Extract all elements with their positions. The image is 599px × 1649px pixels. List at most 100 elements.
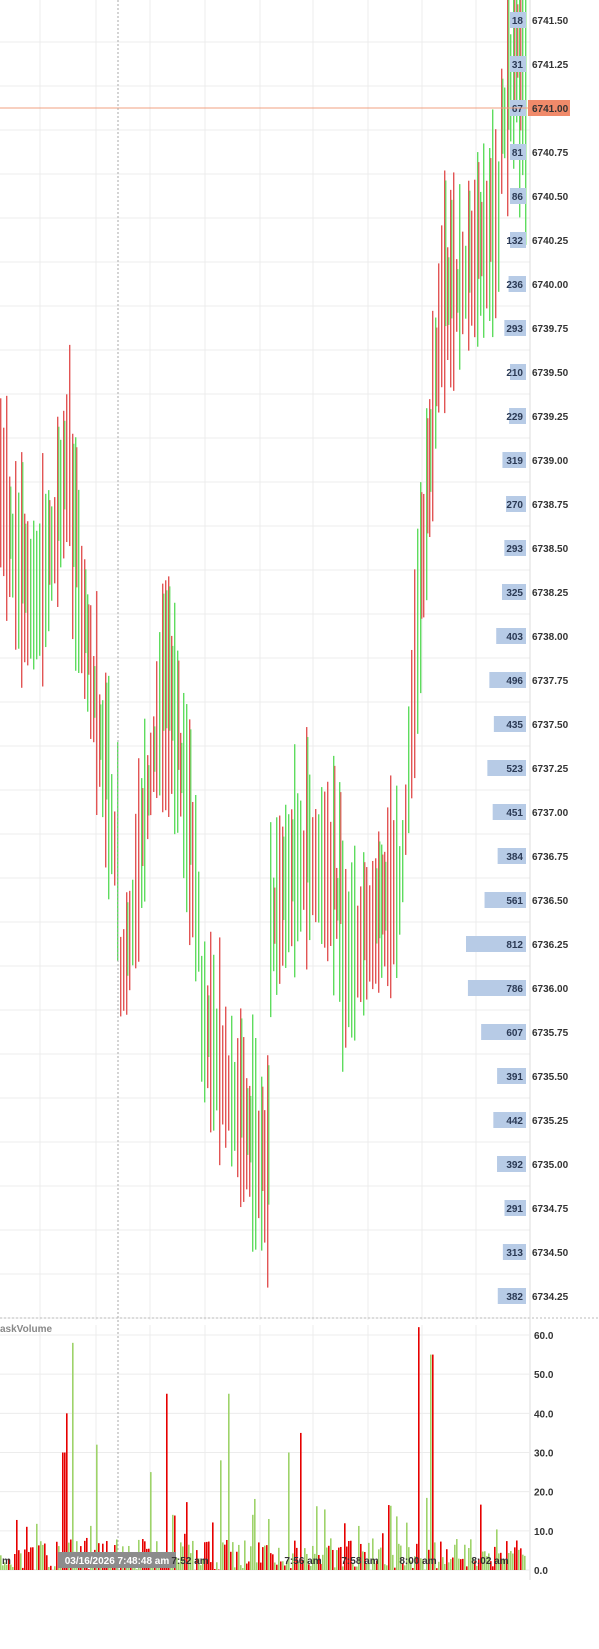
price-tick-label: 6739.50 bbox=[532, 368, 569, 379]
price-bar bbox=[9, 477, 10, 597]
volume-bar bbox=[226, 1540, 228, 1570]
price-bar bbox=[54, 497, 55, 583]
price-bar bbox=[228, 1055, 229, 1130]
volume-bar bbox=[22, 1568, 24, 1570]
price-bar bbox=[393, 820, 394, 964]
price-bar bbox=[376, 868, 377, 943]
volume-bar bbox=[272, 1554, 274, 1570]
price-bar bbox=[75, 437, 76, 671]
price-bar bbox=[36, 531, 37, 660]
price-axis: 6741.506741.256741.006740.756740.506740.… bbox=[0, 16, 570, 1303]
volume-bar bbox=[280, 1561, 282, 1570]
volume-bar bbox=[44, 1544, 46, 1570]
price-bar bbox=[208, 995, 209, 1057]
price-bar bbox=[195, 795, 196, 981]
price-bar bbox=[339, 782, 340, 1002]
price-bar bbox=[525, 0, 526, 245]
price-bar bbox=[423, 494, 424, 617]
volume-tick-label: 0.0 bbox=[534, 1566, 548, 1577]
volume-bar bbox=[448, 1562, 450, 1570]
profile-volume-label: 561 bbox=[506, 896, 523, 907]
price-bar bbox=[72, 434, 73, 639]
volume-bar bbox=[460, 1559, 462, 1570]
price-bar bbox=[141, 778, 142, 908]
price-bar bbox=[10, 487, 11, 559]
volume-bar bbox=[166, 1394, 168, 1570]
volume-bar bbox=[278, 1548, 280, 1570]
price-tick-label: 6739.75 bbox=[532, 324, 569, 335]
volume-bar bbox=[54, 1566, 56, 1570]
price-bar bbox=[273, 878, 274, 972]
price-bar bbox=[106, 683, 107, 800]
price-bar bbox=[255, 1038, 256, 1250]
price-bar bbox=[93, 656, 94, 742]
price-bar bbox=[441, 225, 442, 387]
price-tick-label: 6741.00 bbox=[532, 104, 569, 115]
volume-bar bbox=[66, 1413, 68, 1570]
price-bar bbox=[147, 755, 148, 839]
volume-bar bbox=[18, 1550, 20, 1570]
price-bar bbox=[381, 845, 382, 978]
price-tick-label: 6735.25 bbox=[532, 1116, 569, 1127]
price-bar bbox=[408, 706, 409, 833]
price-bar bbox=[504, 87, 505, 158]
price-bar bbox=[90, 605, 91, 739]
price-bar bbox=[33, 521, 34, 670]
price-bar bbox=[163, 594, 164, 731]
volume-bar bbox=[240, 1565, 242, 1570]
volume-bar bbox=[336, 1550, 338, 1570]
price-bar bbox=[12, 514, 13, 598]
volume-bar bbox=[50, 1566, 52, 1570]
price-bar bbox=[312, 817, 313, 915]
price-bar bbox=[154, 726, 155, 771]
price-bar bbox=[88, 604, 89, 674]
price-bar bbox=[436, 328, 437, 407]
price-bar bbox=[150, 733, 151, 815]
price-bar bbox=[432, 311, 433, 521]
price-bar bbox=[156, 661, 157, 798]
price-bar bbox=[306, 727, 307, 969]
price-bar bbox=[471, 211, 472, 326]
volume-bar bbox=[214, 1569, 216, 1570]
price-bar bbox=[318, 814, 319, 922]
price-bar bbox=[222, 1025, 223, 1124]
price-bar bbox=[402, 820, 403, 902]
volume-bar bbox=[46, 1555, 48, 1570]
volume-bar bbox=[356, 1567, 358, 1570]
volume-bar bbox=[338, 1548, 340, 1570]
profile-volume-label: 442 bbox=[506, 1116, 523, 1127]
price-bar bbox=[387, 807, 388, 986]
volume-bar bbox=[212, 1522, 214, 1570]
price-bar bbox=[181, 743, 182, 793]
price-bar bbox=[99, 694, 100, 786]
price-tick-label: 6739.00 bbox=[532, 456, 569, 467]
volume-bar bbox=[88, 1569, 90, 1570]
price-bar bbox=[207, 985, 208, 1088]
price-bar bbox=[457, 269, 458, 313]
price-tick-label: 6735.00 bbox=[532, 1160, 569, 1171]
price-bar bbox=[166, 590, 167, 728]
profile-volume-label: 319 bbox=[506, 456, 523, 467]
volume-bar bbox=[524, 1556, 526, 1570]
price-bar bbox=[390, 775, 391, 998]
volume-bar bbox=[248, 1561, 250, 1570]
price-bar bbox=[483, 143, 484, 337]
price-bar bbox=[445, 181, 446, 327]
volume-bar bbox=[30, 1547, 32, 1570]
price-bar bbox=[84, 559, 85, 699]
volume-bar bbox=[520, 1548, 522, 1570]
price-bar bbox=[444, 171, 445, 414]
profile-volume-label: 210 bbox=[506, 368, 523, 379]
price-bar bbox=[135, 814, 136, 969]
profile-volume-label: 313 bbox=[506, 1248, 523, 1259]
price-bar bbox=[78, 490, 79, 673]
price-bar bbox=[360, 886, 361, 1002]
profile-volume-label: 391 bbox=[506, 1072, 523, 1083]
price-bar bbox=[231, 1016, 232, 1167]
price-bar bbox=[508, 0, 509, 130]
volume-bar bbox=[354, 1567, 356, 1570]
price-bar bbox=[448, 257, 449, 325]
price-bar bbox=[252, 1014, 253, 1251]
